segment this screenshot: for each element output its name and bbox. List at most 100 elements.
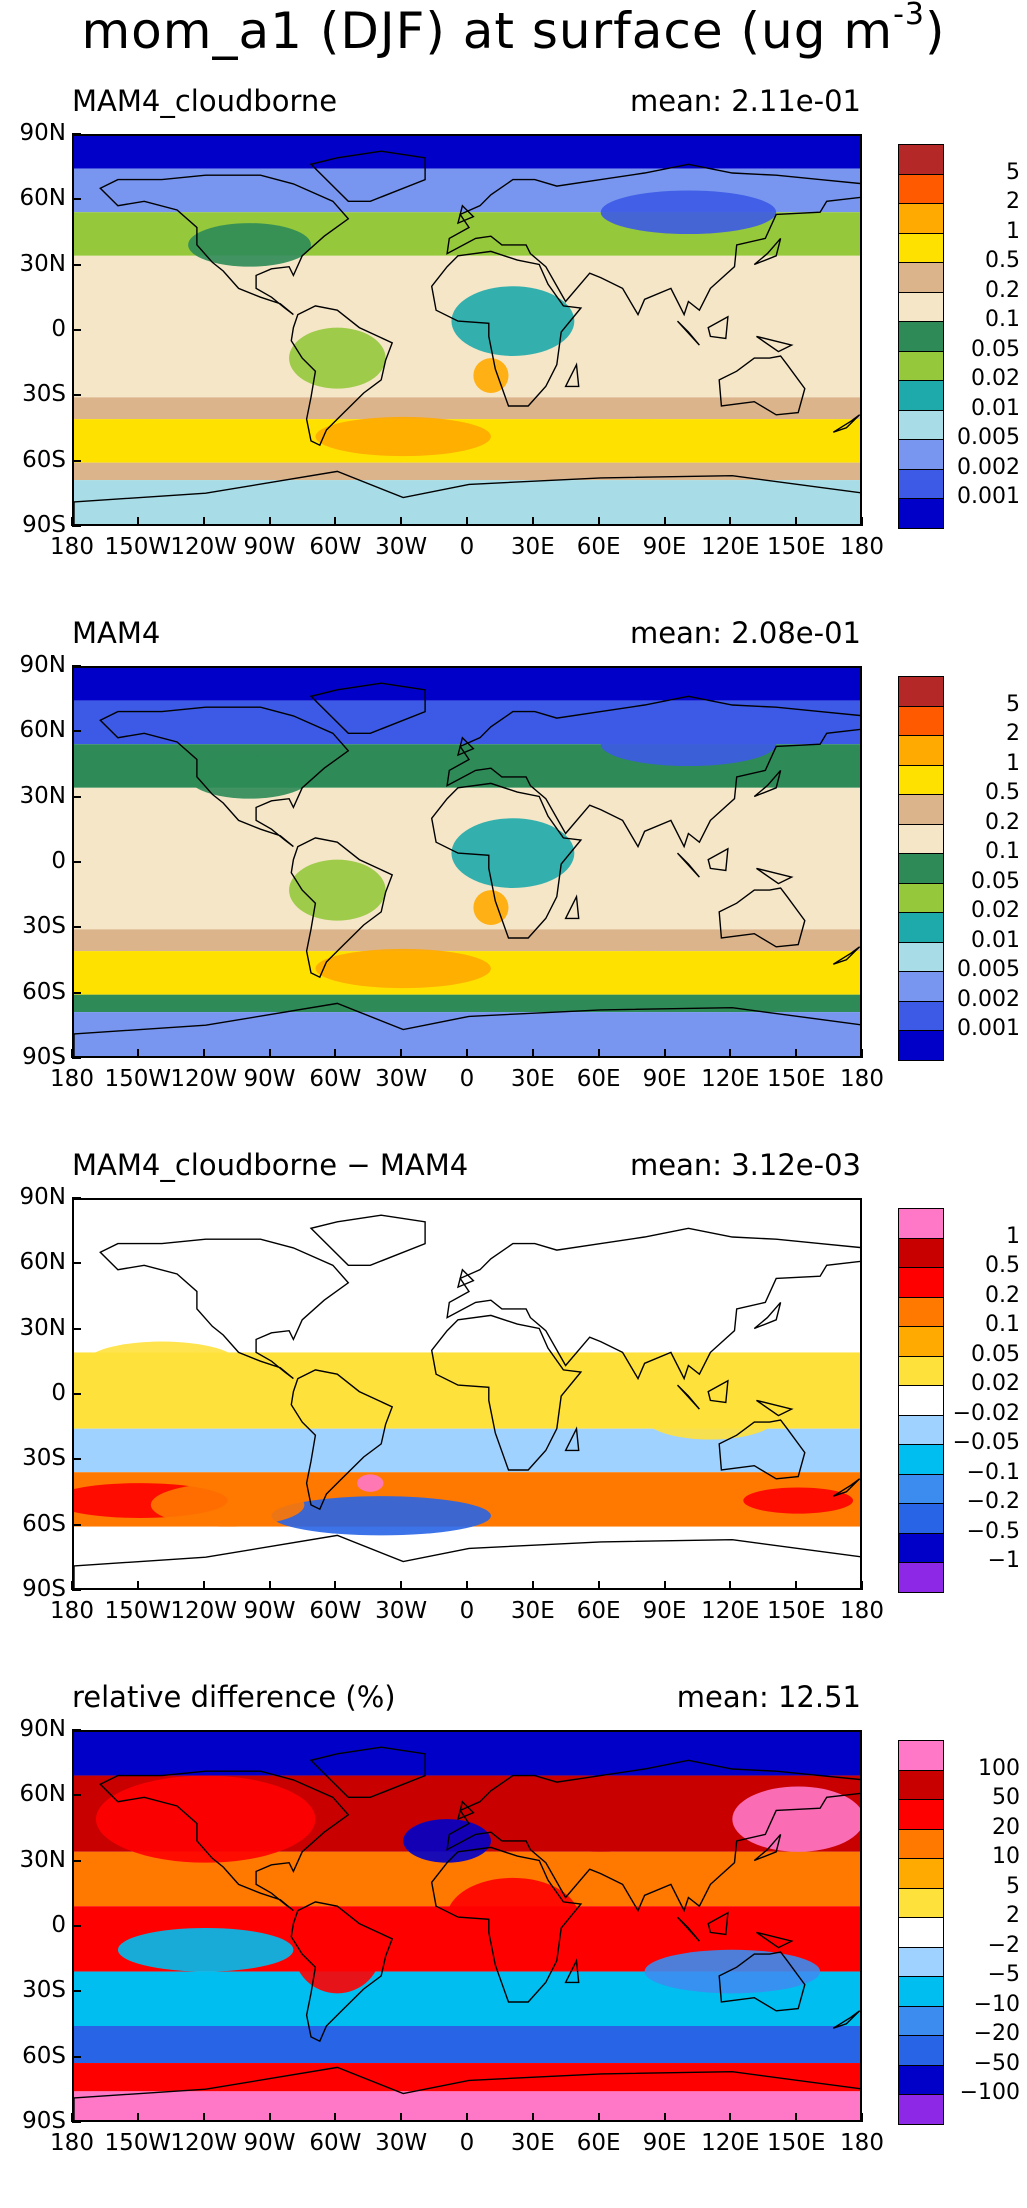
x-tick [400, 2113, 403, 2122]
x-tick [729, 517, 732, 526]
x-tick [334, 2113, 337, 2122]
x-tick [268, 1581, 271, 1590]
y-tick-label: 90S [22, 2108, 66, 2134]
x-tick [466, 1581, 468, 1590]
field-feature [743, 1487, 854, 1514]
field-feature [289, 859, 386, 921]
y-tick-label: 30N [19, 1846, 66, 1873]
field-feature [188, 223, 311, 267]
y-tick [72, 1589, 81, 1591]
field-feature [710, 423, 860, 450]
colorbar-label: 0.05 [971, 336, 1020, 362]
panel-title: MAM4_cloudborne [72, 84, 338, 118]
map-plot-area [72, 134, 862, 526]
colorbar-label: 1 [1006, 1223, 1020, 1249]
x-tick [334, 1581, 337, 1590]
field-feature [578, 419, 711, 441]
coastline [753, 1833, 782, 1862]
y-tick [72, 459, 81, 462]
y-tick-label: 30S [22, 381, 66, 408]
coastline [456, 204, 475, 225]
y-tick-label: 30N [19, 250, 66, 277]
coastline [753, 769, 782, 798]
field-band [74, 2063, 860, 2092]
x-tick [729, 2113, 732, 2122]
colorbar-box [898, 173, 944, 205]
x-tick [202, 1581, 205, 1590]
colorbar-box [898, 2035, 944, 2066]
y-tick [72, 1327, 81, 1330]
x-tick [531, 517, 534, 526]
x-tick [136, 1049, 139, 1058]
y-tick-label: 90N [19, 1184, 66, 1210]
colorbar-label: 0.001 [957, 484, 1020, 509]
x-tick-label: 180 [50, 2130, 94, 2156]
y-tick-label: 30N [19, 782, 66, 809]
coastline [756, 335, 794, 353]
colorbar-label: 0.02 [971, 366, 1020, 391]
coastline [430, 1846, 583, 2003]
colorbar [898, 144, 944, 529]
x-tick [663, 1581, 666, 1590]
y-tick-label: 90N [19, 1716, 66, 1742]
coastline [707, 847, 729, 872]
x-tick [861, 1049, 863, 1058]
field-feature [74, 951, 272, 986]
colorbar-box [898, 2064, 944, 2096]
x-tick-label: 180 [840, 1066, 884, 1092]
coastline [832, 414, 860, 433]
field-feature [357, 1474, 384, 1492]
x-tick-label: 90W [243, 1066, 296, 1092]
field-feature [403, 1819, 491, 1863]
y-tick [72, 730, 81, 733]
coastline [676, 1384, 700, 1410]
field-feature [473, 890, 509, 925]
field-feature [732, 1786, 860, 1852]
x-tick [861, 2113, 863, 2122]
x-tick [597, 1581, 600, 1590]
x-tick [597, 517, 600, 526]
field-band [74, 136, 860, 169]
colorbar-box [898, 1976, 944, 2007]
x-tick [597, 1049, 600, 1058]
colorbar-box [898, 1532, 944, 1564]
x-tick-label: 0 [459, 1066, 475, 1092]
colorbar-label: 1 [1006, 750, 1020, 776]
colorbar-box [898, 380, 944, 411]
coastline [707, 315, 729, 340]
coastline [832, 2010, 860, 2029]
x-tick [861, 1581, 863, 1590]
x-tick [663, 1049, 666, 1058]
coastline [446, 163, 860, 317]
y-tick-label: 30S [22, 913, 66, 940]
coastline [309, 682, 426, 734]
colorbar-box [898, 1917, 944, 1948]
y-tick-label: 60S [22, 2042, 66, 2069]
x-tick-label: 120E [701, 2130, 760, 2156]
coastline [676, 1916, 700, 1942]
y-tick [72, 329, 81, 331]
y-tick [72, 795, 81, 798]
x-tick [334, 1049, 337, 1058]
colorbar-box [898, 1769, 944, 1801]
panel-title: MAM4_cloudborne − MAM4 [72, 1148, 469, 1182]
colorbar-label: 0.1 [985, 1312, 1020, 1337]
x-tick [136, 517, 139, 526]
x-tick-label: 180 [50, 1598, 94, 1624]
colorbar-box [898, 1030, 944, 1061]
figure-title-exponent: -3 [893, 0, 926, 33]
colorbar-label: −50 [973, 2050, 1020, 2076]
coastline [832, 946, 860, 965]
y-tick-label: 30N [19, 1314, 66, 1341]
colorbar-label: 0.005 [957, 425, 1020, 450]
colorbar-box [898, 823, 944, 855]
panel-mean: mean: 3.12e-03 [629, 1148, 861, 1182]
x-tick [268, 517, 271, 526]
y-tick-label: 60N [19, 1249, 66, 1276]
field-band [74, 2091, 860, 2120]
field-band [74, 397, 860, 420]
x-tick-label: 120W [170, 534, 237, 560]
colorbar [898, 1740, 944, 2125]
x-tick-label: 120E [701, 1066, 760, 1092]
y-tick-label: 90S [22, 1044, 66, 1070]
